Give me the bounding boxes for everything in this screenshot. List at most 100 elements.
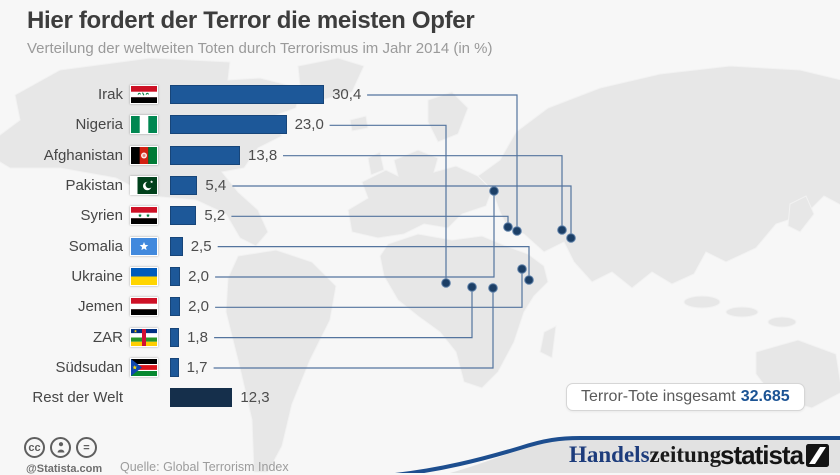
map-point-dot [566,233,576,243]
chart-row: Rest der Welt 12,3 [0,383,840,413]
bar [170,388,233,408]
flag-somalia-icon [130,236,158,256]
southeast-asia-islands [683,295,721,309]
bar [170,115,287,135]
map-point-dot [503,222,513,232]
value-label: 1,8 [187,328,208,346]
flag-pakistan-icon [130,175,158,195]
scandinavia [427,91,469,143]
chart-row: Jemen 2,0 [0,292,840,322]
madagascar [539,325,557,359]
country-label: Pakistan [65,176,123,194]
statista-logo-icon [806,444,829,467]
value-label: 12,3 [240,389,270,407]
bar [170,266,181,286]
country-label: Somalia [68,237,123,255]
value-label: 2,5 [190,237,212,255]
bar [170,236,183,256]
cc-icon: cc [24,437,45,458]
attribution-icon [50,437,71,458]
value-label: 5,4 [205,176,227,194]
value-label: 30,4 [332,86,362,103]
statista-handle: @Statista.com [26,463,103,475]
continent-south-america [225,249,337,473]
map-point-dot [467,282,477,292]
connector-line [329,124,447,283]
iceland [349,115,369,132]
bar [170,175,198,195]
chart-row: Syrien 5,2 [0,201,840,231]
flag-syria-icon [130,206,158,226]
total-deaths-box: Terror-Tote insgesamt 32.685 [566,383,805,411]
map-point-dot [512,226,522,236]
japan [787,195,815,233]
map-point-dot [524,275,534,285]
handelszeitung-logo-part2: zeitung [649,442,722,467]
connector-line [217,246,530,280]
bar [170,85,325,104]
country-label: Jemen [77,298,123,316]
value-label: 2,0 [188,267,209,285]
bar [170,297,181,317]
map-point-dot [517,264,527,274]
no-derivatives-icon: = [76,437,97,458]
country-label: ZAR [93,328,123,346]
connector-line [215,191,495,278]
bar [170,206,197,226]
map-point-dot [441,278,451,288]
chart-row: Ukraine 2,0 [0,262,840,292]
country-label: Nigeria [75,116,123,134]
continent-africa [379,233,549,389]
map-point-dot [557,225,567,235]
country-label: Rest der Welt [32,389,123,407]
chart-row: Nigeria 23,0 [0,110,840,140]
chart-row: Südsudan 1,7 [0,353,840,383]
flag-afghanistan-icon [130,145,158,165]
british-isles [367,151,385,176]
chart-row: Irak 30,4 [0,80,840,110]
map-point-dot [489,186,499,196]
connector-line [213,288,494,369]
statista-wordmark: statista [720,440,804,470]
southeast-asia-islands [767,316,797,328]
source-note: Quelle: Global Terrorism Index [120,460,289,474]
connector-line [283,155,563,230]
value-label: 23,0 [294,116,324,134]
continent-asia [477,65,840,289]
chart-row: Afghanistan 13,8 [0,141,840,171]
southeast-asia-islands [725,306,759,318]
page-subtitle: Verteilung der weltweiten Toten durch Te… [27,40,493,57]
connector-line [215,269,523,308]
handelszeitung-logo: Handelszeitung [569,442,721,468]
country-label: Ukraine [71,267,123,285]
flag-nigeria-icon [130,115,158,135]
total-deaths-label: Terror-Tote insgesamt [581,388,736,405]
chart-row: ZAR 1,8 [0,323,840,353]
country-label: Südsudan [55,358,123,376]
bar [170,327,180,347]
total-deaths-value: 32.685 [740,388,790,405]
connector-line [214,287,473,339]
bar [170,145,240,165]
value-label: 1,7 [186,358,208,376]
map-point-dot [488,283,498,293]
flag-iraq-icon [130,85,158,104]
country-label: Afghanistan [43,146,123,164]
flag-south-sudan-icon [130,357,158,377]
flag-central-african-republic-icon [130,327,158,347]
flag-yemen-icon [130,297,158,317]
country-label: Irak [97,86,123,103]
license-icons: cc = [24,437,97,458]
footer-swoosh [395,436,840,473]
flag-ukraine-icon [130,266,158,286]
country-label: Syrien [80,207,123,225]
page-title: Hier fordert der Terror die meisten Opfe… [27,7,475,34]
handelszeitung-logo-part1: Handels [569,442,650,467]
header: Hier fordert der Terror die meisten Opfe… [27,7,493,57]
value-label: 2,0 [188,298,209,316]
chart-row: Pakistan 5,4 [0,171,840,201]
bar [170,357,179,377]
